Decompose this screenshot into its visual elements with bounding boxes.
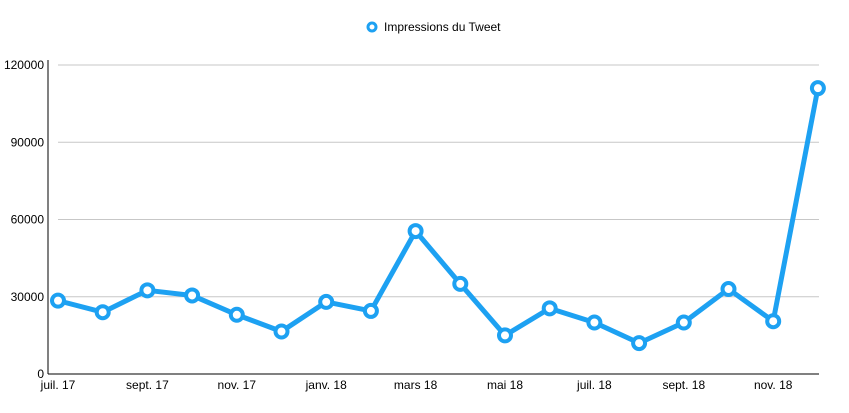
data-point[interactable] bbox=[50, 292, 66, 309]
data-point[interactable] bbox=[362, 302, 379, 319]
y-tick-label: 60000 bbox=[11, 213, 45, 227]
x-tick-label: mars 18 bbox=[394, 378, 438, 392]
x-tick-label: nov. 18 bbox=[754, 378, 793, 392]
y-tick-label: 0 bbox=[37, 367, 44, 381]
data-point[interactable] bbox=[139, 282, 156, 299]
data-point[interactable] bbox=[720, 281, 737, 298]
data-point[interactable] bbox=[497, 327, 513, 344]
data-point[interactable] bbox=[184, 287, 201, 304]
grid-lines bbox=[58, 64, 819, 298]
data-point[interactable] bbox=[631, 335, 648, 352]
data-point[interactable] bbox=[452, 275, 469, 292]
x-tick-label: juil. 17 bbox=[40, 378, 76, 392]
x-tick-label: sept. 18 bbox=[662, 378, 705, 392]
data-point[interactable] bbox=[407, 223, 424, 240]
data-point[interactable] bbox=[765, 313, 782, 330]
axes: 0 30000 60000 90000 120000 juil. 17 sept. 17 no… bbox=[4, 58, 819, 392]
x-tick-label: sept. 17 bbox=[126, 378, 169, 392]
y-tick-label: 90000 bbox=[11, 135, 45, 149]
y-tick-label: 30000 bbox=[11, 290, 45, 304]
data-point[interactable] bbox=[318, 293, 335, 310]
data-point[interactable] bbox=[541, 300, 558, 317]
x-tick-label: janv. 18 bbox=[305, 378, 347, 392]
legend: Impressions du Tweet bbox=[366, 20, 501, 34]
data-point[interactable] bbox=[586, 314, 603, 331]
data-point[interactable] bbox=[228, 306, 245, 323]
data-point[interactable] bbox=[273, 323, 290, 340]
data-point[interactable] bbox=[809, 80, 826, 97]
data-point[interactable] bbox=[675, 314, 692, 331]
data-point[interactable] bbox=[94, 304, 111, 321]
legend-marker-icon bbox=[366, 21, 378, 33]
series-line-impressions bbox=[55, 85, 821, 346]
x-tick-label: nov. 17 bbox=[218, 378, 257, 392]
legend-label: Impressions du Tweet bbox=[384, 20, 501, 34]
series-layer bbox=[50, 80, 826, 352]
y-tick-label: 120000 bbox=[4, 58, 44, 72]
x-tick-label: juil. 18 bbox=[576, 378, 612, 392]
x-tick-label: mai 18 bbox=[487, 378, 523, 392]
